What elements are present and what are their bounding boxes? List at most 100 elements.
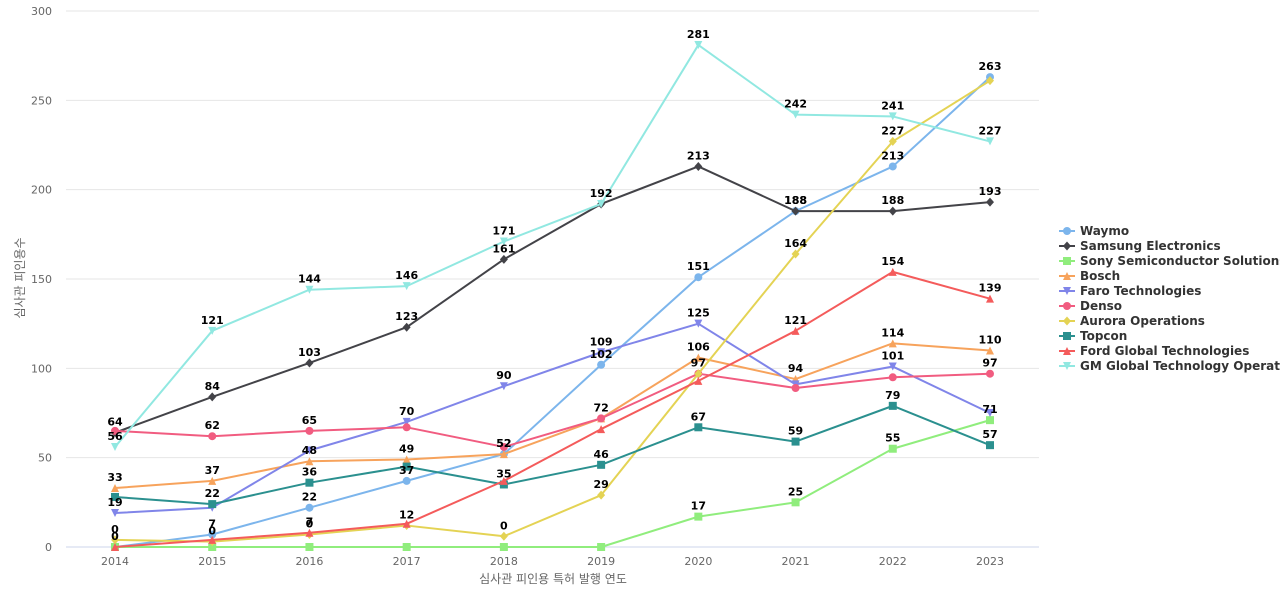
- data-point[interactable]: [499, 450, 508, 459]
- legend-item[interactable]: Aurora Operations: [1059, 314, 1205, 328]
- data-point[interactable]: [791, 383, 800, 392]
- legend-marker[interactable]: [1063, 241, 1071, 251]
- data-point[interactable]: [597, 360, 606, 369]
- data-point[interactable]: [305, 503, 314, 512]
- data-point[interactable]: [791, 498, 800, 507]
- legend-item[interactable]: Sony Semiconductor Solutions: [1059, 254, 1280, 268]
- legend-marker[interactable]: [1063, 362, 1071, 370]
- data-point[interactable]: [208, 432, 217, 441]
- data-point[interactable]: [402, 455, 411, 464]
- data-point[interactable]: [499, 531, 508, 541]
- legend-item[interactable]: Waymo: [1059, 224, 1129, 238]
- data-point[interactable]: [597, 425, 606, 434]
- data-point[interactable]: [208, 535, 217, 544]
- legend-marker[interactable]: [1063, 257, 1071, 265]
- data-point[interactable]: [111, 426, 119, 435]
- data-point[interactable]: [986, 137, 994, 146]
- data-point[interactable]: [888, 444, 897, 453]
- data-point[interactable]: [986, 369, 994, 378]
- data-point[interactable]: [111, 535, 119, 545]
- data-point[interactable]: [208, 543, 217, 551]
- data-point[interactable]: [499, 382, 508, 391]
- data-point[interactable]: [402, 282, 411, 291]
- data-point[interactable]: [208, 392, 217, 402]
- data-point[interactable]: [791, 326, 800, 335]
- data-point[interactable]: [111, 442, 119, 451]
- data-point[interactable]: [111, 543, 119, 551]
- data-point[interactable]: [305, 457, 314, 466]
- data-point[interactable]: [888, 401, 897, 410]
- data-point[interactable]: [986, 346, 994, 355]
- data-point[interactable]: [694, 40, 703, 49]
- data-point[interactable]: [402, 417, 411, 426]
- legend-item[interactable]: GM Global Technology Operat...: [1059, 359, 1280, 373]
- data-point[interactable]: [888, 267, 897, 276]
- data-point[interactable]: [597, 490, 606, 500]
- data-point[interactable]: [305, 358, 314, 368]
- data-point[interactable]: [305, 478, 314, 487]
- data-point[interactable]: [597, 199, 606, 208]
- legend-item[interactable]: Topcon: [1059, 329, 1127, 343]
- data-point[interactable]: [305, 426, 314, 435]
- data-point[interactable]: [597, 543, 606, 551]
- data-point[interactable]: [888, 136, 897, 146]
- data-point[interactable]: [499, 442, 508, 451]
- data-point[interactable]: [694, 512, 703, 521]
- data-point[interactable]: [208, 326, 217, 335]
- data-point[interactable]: [402, 519, 411, 528]
- data-point[interactable]: [694, 273, 703, 282]
- data-point[interactable]: [208, 530, 217, 539]
- data-point[interactable]: [888, 162, 897, 171]
- legend-marker[interactable]: [1063, 227, 1071, 235]
- data-point[interactable]: [888, 206, 897, 216]
- legend-item[interactable]: Samsung Electronics: [1059, 239, 1221, 253]
- data-point[interactable]: [499, 476, 508, 485]
- data-point[interactable]: [402, 462, 411, 471]
- data-point[interactable]: [694, 353, 703, 362]
- legend-item[interactable]: Ford Global Technologies: [1059, 344, 1249, 358]
- legend-marker[interactable]: [1063, 272, 1071, 280]
- data-point[interactable]: [986, 294, 994, 303]
- legend-marker[interactable]: [1063, 347, 1071, 355]
- data-point[interactable]: [499, 254, 508, 264]
- data-point[interactable]: [597, 414, 606, 423]
- data-point[interactable]: [305, 528, 314, 537]
- legend-marker[interactable]: [1063, 287, 1071, 295]
- data-point[interactable]: [402, 322, 411, 332]
- legend-item[interactable]: Bosch: [1059, 269, 1120, 283]
- data-point[interactable]: [111, 492, 119, 501]
- data-point[interactable]: [694, 376, 703, 385]
- data-point[interactable]: [694, 369, 703, 379]
- data-point[interactable]: [888, 373, 897, 382]
- data-point[interactable]: [208, 500, 217, 509]
- data-point[interactable]: [791, 206, 800, 216]
- data-point[interactable]: [111, 509, 119, 518]
- data-point[interactable]: [499, 237, 508, 246]
- data-point[interactable]: [402, 476, 411, 485]
- data-point[interactable]: [597, 460, 606, 469]
- data-point[interactable]: [888, 339, 897, 348]
- data-point[interactable]: [986, 409, 994, 417]
- data-point[interactable]: [499, 543, 508, 551]
- data-point[interactable]: [402, 543, 411, 551]
- data-point[interactable]: [791, 437, 800, 446]
- data-point[interactable]: [597, 348, 606, 357]
- legend-item[interactable]: Faro Technologies: [1059, 284, 1201, 298]
- data-point[interactable]: [986, 197, 994, 207]
- data-point[interactable]: [791, 110, 800, 119]
- data-point[interactable]: [305, 543, 314, 551]
- data-point[interactable]: [888, 112, 897, 121]
- data-point[interactable]: [694, 423, 703, 432]
- data-point[interactable]: [986, 441, 994, 450]
- data-point[interactable]: [986, 416, 994, 425]
- legend-marker[interactable]: [1063, 302, 1071, 310]
- data-point[interactable]: [791, 249, 800, 259]
- data-point[interactable]: [986, 76, 994, 86]
- data-point[interactable]: [694, 161, 703, 171]
- legend-marker[interactable]: [1063, 332, 1071, 340]
- legend-item[interactable]: Denso: [1059, 299, 1122, 313]
- legend-marker[interactable]: [1063, 316, 1071, 326]
- data-point[interactable]: [305, 446, 314, 455]
- data-point[interactable]: [694, 319, 703, 328]
